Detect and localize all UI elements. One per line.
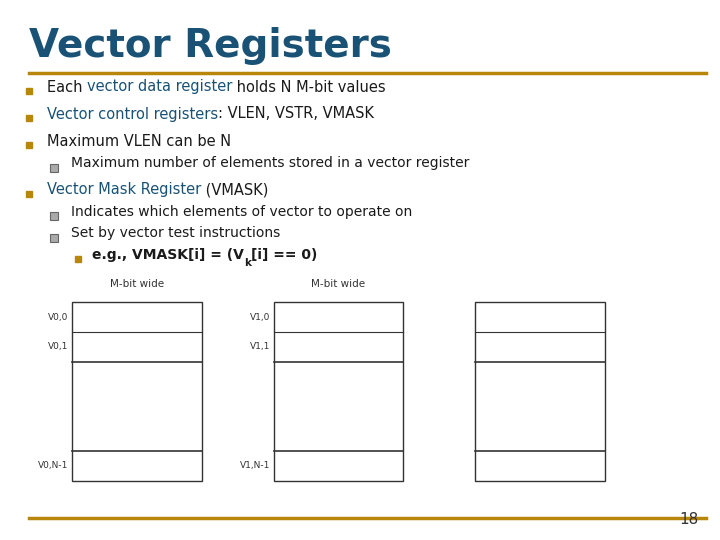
Text: V1,N-1: V1,N-1 bbox=[240, 461, 270, 470]
Text: V1,1: V1,1 bbox=[250, 342, 270, 352]
Text: Vector Registers: Vector Registers bbox=[29, 27, 392, 65]
Bar bbox=[72, 302, 202, 481]
Text: (VMASK): (VMASK) bbox=[201, 182, 269, 197]
Text: Each: Each bbox=[47, 79, 87, 94]
Text: Indicates which elements of vector to operate on: Indicates which elements of vector to op… bbox=[71, 205, 412, 219]
Bar bbox=[274, 302, 403, 481]
Text: M-bit wide: M-bit wide bbox=[109, 279, 164, 289]
Text: 18: 18 bbox=[679, 511, 698, 526]
Text: holds N M-bit values: holds N M-bit values bbox=[233, 79, 386, 94]
Text: V0,0: V0,0 bbox=[48, 313, 68, 322]
Text: k: k bbox=[244, 258, 251, 268]
Text: Maximum number of elements stored in a vector register: Maximum number of elements stored in a v… bbox=[71, 156, 469, 170]
Text: V1,0: V1,0 bbox=[250, 313, 270, 322]
Text: Vector Mask Register: Vector Mask Register bbox=[47, 182, 201, 197]
Text: e.g., VMASK[i] = (V: e.g., VMASK[i] = (V bbox=[92, 248, 244, 262]
Bar bbox=[50, 234, 58, 242]
Text: vector data register: vector data register bbox=[87, 79, 233, 94]
Text: M-bit wide: M-bit wide bbox=[311, 279, 366, 289]
Text: Maximum VLEN can be N: Maximum VLEN can be N bbox=[47, 133, 231, 148]
Text: [i] == 0): [i] == 0) bbox=[251, 248, 318, 262]
Text: V0,1: V0,1 bbox=[48, 342, 68, 352]
Text: Vector control registers: Vector control registers bbox=[47, 106, 218, 122]
Text: V0,N-1: V0,N-1 bbox=[38, 461, 68, 470]
Bar bbox=[50, 212, 58, 220]
Text: Set by vector test instructions: Set by vector test instructions bbox=[71, 226, 280, 240]
Bar bbox=[475, 302, 605, 481]
Bar bbox=[50, 164, 58, 172]
Text: : VLEN, VSTR, VMASK: : VLEN, VSTR, VMASK bbox=[218, 106, 374, 122]
